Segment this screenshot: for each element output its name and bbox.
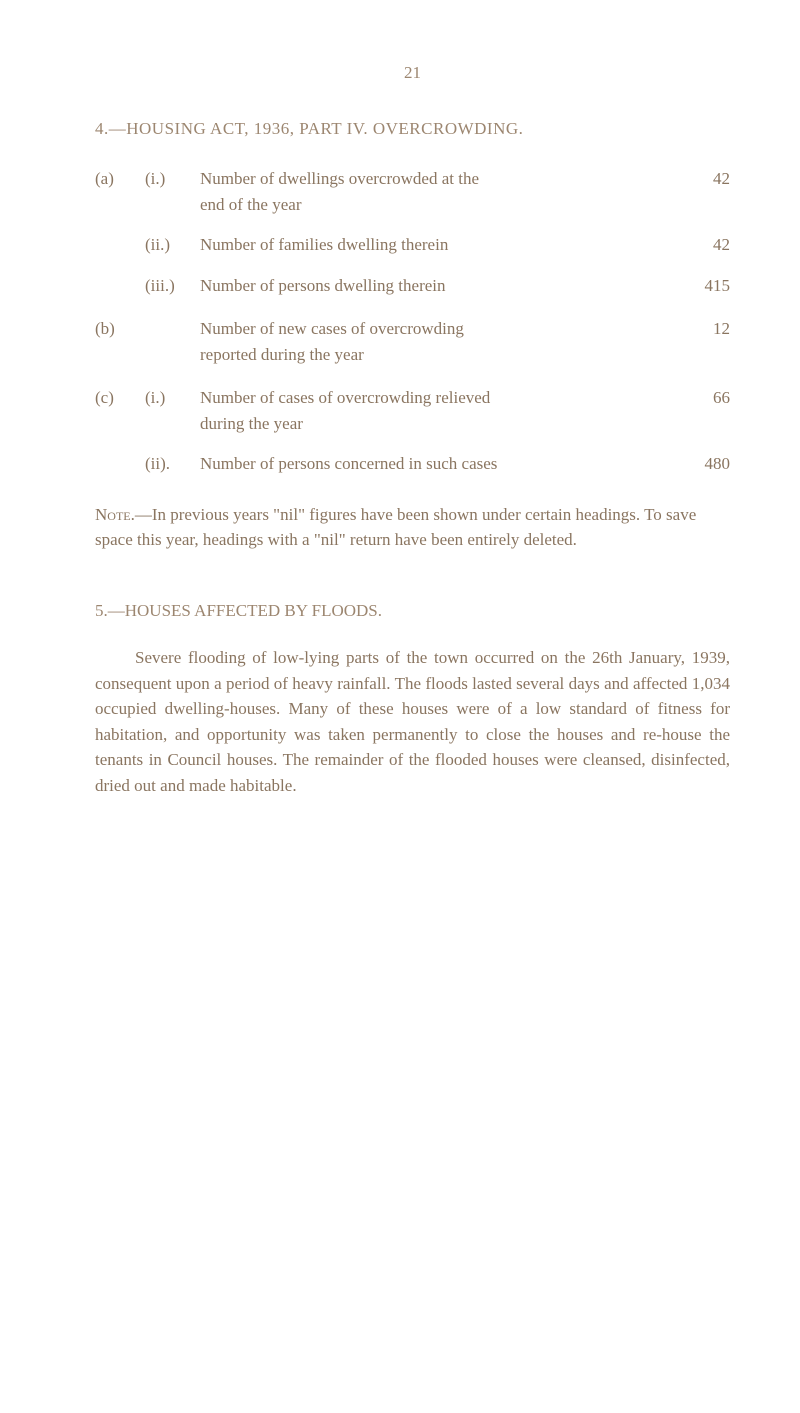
- label-spacer: [95, 451, 145, 477]
- entry-text-line1: Number of dwellings overcrowded at the: [200, 166, 650, 192]
- entry-text-line1: Number of cases of overcrowding relieved: [200, 385, 650, 411]
- entry-b: (b) Number of new cases of overcrowding …: [95, 316, 730, 367]
- entry-text: Number of dwellings overcrowded at the e…: [200, 166, 670, 217]
- label-sub-i: (i.): [145, 166, 200, 217]
- label-sub-i: (i.): [145, 385, 200, 436]
- entry-a-iii: (iii.) Number of persons dwelling therei…: [95, 273, 730, 299]
- label-sub-iii: (iii.): [145, 273, 200, 299]
- entry-text: Number of persons dwelling therein: [200, 273, 670, 299]
- entry-text: Number of new cases of overcrowding repo…: [200, 316, 670, 367]
- entry-text: Number of cases of overcrowding relieved…: [200, 385, 670, 436]
- entry-text-line2: during the year: [200, 411, 650, 437]
- label-sub-ii: (ii.): [145, 232, 200, 258]
- entry-value: 415: [670, 273, 730, 299]
- entry-value: 66: [670, 385, 730, 436]
- label-spacer: [95, 273, 145, 299]
- entry-value: 42: [670, 166, 730, 217]
- entry-a-ii: (ii.) Number of families dwelling therei…: [95, 232, 730, 258]
- label-c: (c): [95, 385, 145, 436]
- section-5-title: 5.—HOUSES AFFECTED BY FLOODS.: [95, 598, 730, 624]
- note-text: —In previous years "nil" figures have be…: [95, 505, 696, 550]
- entry-c-ii: (ii). Number of persons concerned in suc…: [95, 451, 730, 477]
- note-section: Note.—In previous years "nil" figures ha…: [95, 502, 730, 553]
- section-4-title: 4.—HOUSING ACT, 1936, PART IV. OVERCROWD…: [95, 116, 730, 142]
- label-sub-ii: (ii).: [145, 451, 200, 477]
- entry-text-line2: reported during the year: [200, 342, 650, 368]
- entry-c-i: (c) (i.) Number of cases of overcrowding…: [95, 385, 730, 436]
- entry-a-i: (a) (i.) Number of dwellings overcrowded…: [95, 166, 730, 217]
- label-b: (b): [95, 316, 145, 367]
- note-label: Note.: [95, 505, 135, 524]
- label-spacer: [145, 316, 200, 367]
- entry-value: 480: [670, 451, 730, 477]
- body-paragraph: Severe flooding of low-lying parts of th…: [95, 645, 730, 798]
- entry-text: Number of persons concerned in such case…: [200, 451, 670, 477]
- document-page: 21 4.—HOUSING ACT, 1936, PART IV. OVERCR…: [0, 0, 800, 878]
- label-a: (a): [95, 166, 145, 217]
- entry-text-line2: end of the year: [200, 192, 650, 218]
- entry-text-line1: Number of new cases of overcrowding: [200, 316, 650, 342]
- page-number: 21: [95, 60, 730, 86]
- entry-text: Number of families dwelling therein: [200, 232, 670, 258]
- entry-value: 12: [670, 316, 730, 367]
- label-spacer: [95, 232, 145, 258]
- entry-value: 42: [670, 232, 730, 258]
